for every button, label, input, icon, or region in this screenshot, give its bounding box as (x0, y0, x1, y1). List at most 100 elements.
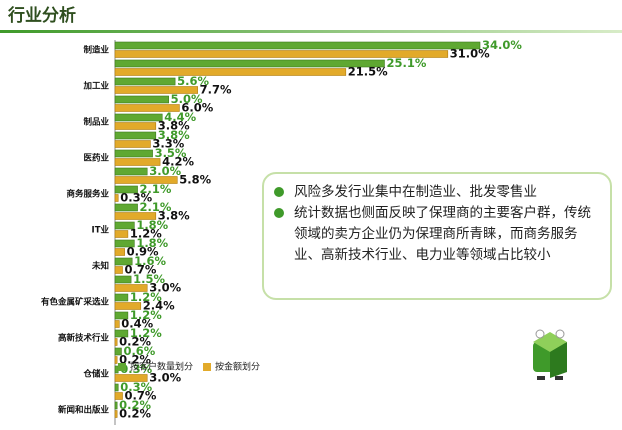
value-label: 0.7% (125, 263, 157, 277)
bar (114, 77, 176, 86)
bar (114, 194, 119, 202)
bar (114, 347, 122, 356)
bar (114, 275, 132, 284)
value-label: 1.8% (136, 218, 168, 232)
bar (114, 401, 118, 410)
bar (114, 68, 347, 76)
category-label: 制造业 (83, 45, 109, 56)
bar (114, 221, 135, 230)
value-label: 5.8% (179, 173, 211, 187)
value-label: 0.2% (119, 407, 151, 421)
bar (114, 239, 135, 248)
value-label: 0.6% (123, 344, 155, 358)
value-label: 3.3% (152, 137, 184, 151)
category-label: 制品业 (83, 117, 109, 128)
bar (114, 167, 148, 176)
value-label: 3.0% (149, 281, 181, 295)
bullet-text: 风险多发行业集中在制造业、批发零售业 (294, 184, 537, 200)
bar (114, 383, 119, 392)
legend-swatch (203, 363, 212, 371)
bar (114, 320, 120, 328)
value-label: 1.8% (136, 236, 168, 250)
bar (114, 302, 142, 310)
category-label: 未知 (91, 261, 109, 272)
bar (114, 131, 157, 140)
value-label: 6.0% (181, 101, 213, 115)
value-label: 1.2% (130, 227, 162, 241)
bar (114, 392, 123, 400)
bar (114, 230, 129, 238)
bar (114, 122, 157, 130)
legend-swatch (118, 363, 126, 371)
value-label: 0.3% (120, 380, 152, 394)
bar (114, 410, 118, 418)
bar (114, 311, 129, 320)
value-label: 0.3% (120, 191, 152, 205)
value-label: 1.5% (133, 272, 165, 286)
bar (114, 365, 119, 374)
value-label: 3.5% (155, 146, 187, 160)
notes-box: 风险多发行业集中在制造业、批发零售业 统计数据也侧面反映了保理商的主要客户群，传… (262, 172, 612, 300)
value-label: 4.2% (162, 155, 194, 169)
bullet: 统计数据也侧面反映了保理商的主要客户群，传统领域的卖方企业仍为保理商所青睐，而商… (274, 203, 598, 266)
bar (114, 158, 161, 166)
value-label: 0.2% (119, 398, 151, 412)
value-label: 1.2% (130, 326, 162, 340)
category-label: 有色金属矿采选业 (41, 297, 110, 308)
value-label: 0.2% (119, 353, 151, 367)
value-label: 0.7% (125, 389, 157, 403)
value-label: 1.2% (130, 290, 162, 304)
bullet: 风险多发行业集中在制造业、批发零售业 (274, 182, 598, 203)
value-label: 0.4% (121, 317, 153, 331)
value-label: 0.9% (127, 245, 159, 259)
category-label: 新闻和出版业 (58, 405, 110, 416)
value-label: 3.8% (158, 209, 190, 223)
bar (114, 41, 481, 50)
bar (114, 338, 118, 346)
value-label: 5.0% (171, 92, 203, 106)
value-label: 1.2% (130, 308, 162, 322)
legend-label: 按金额划分 (215, 361, 260, 373)
bar (114, 50, 449, 58)
value-label: 0.3% (120, 362, 152, 376)
bar (114, 266, 123, 274)
value-label: 1.6% (134, 254, 166, 268)
value-label: 25.1% (386, 56, 426, 70)
bar (114, 86, 198, 94)
bar (114, 176, 178, 184)
value-label: 2.4% (143, 299, 175, 313)
value-label: 2.1% (140, 200, 172, 214)
value-label: 21.5% (348, 65, 388, 79)
category-label: IT业 (92, 225, 110, 236)
value-label: 3.0% (149, 164, 181, 178)
category-label: 医药业 (83, 153, 109, 164)
page-title: 行业分析 (7, 5, 76, 26)
value-label: 31.0% (450, 47, 490, 61)
bar (114, 284, 148, 292)
category-label: 商务服务业 (66, 189, 109, 200)
bar (114, 257, 133, 266)
category-label: 加工业 (82, 81, 109, 92)
value-label: 4.4% (164, 110, 196, 124)
bullet-text: 统计数据也侧面反映了保理商的主要客户群，传统领域的卖方企业仍为保理商所青睐，而商… (294, 205, 591, 263)
bar (114, 59, 385, 68)
bar (114, 104, 180, 112)
bar (114, 248, 125, 256)
value-label: 34.0% (482, 38, 522, 52)
header-bg (0, 0, 622, 31)
bar (114, 356, 118, 364)
category-label: 仓储业 (82, 369, 109, 380)
bar (114, 113, 163, 122)
value-label: 3.8% (158, 119, 190, 133)
value-label: 5.6% (177, 74, 209, 88)
legend-label: 按客户数量划分 (130, 361, 193, 373)
value-label: 2.1% (140, 182, 172, 196)
bar (114, 95, 169, 104)
mascot (533, 329, 567, 380)
bar (114, 140, 151, 148)
bar (114, 374, 148, 382)
header-rule (0, 30, 622, 33)
value-label: 7.7% (200, 83, 232, 97)
